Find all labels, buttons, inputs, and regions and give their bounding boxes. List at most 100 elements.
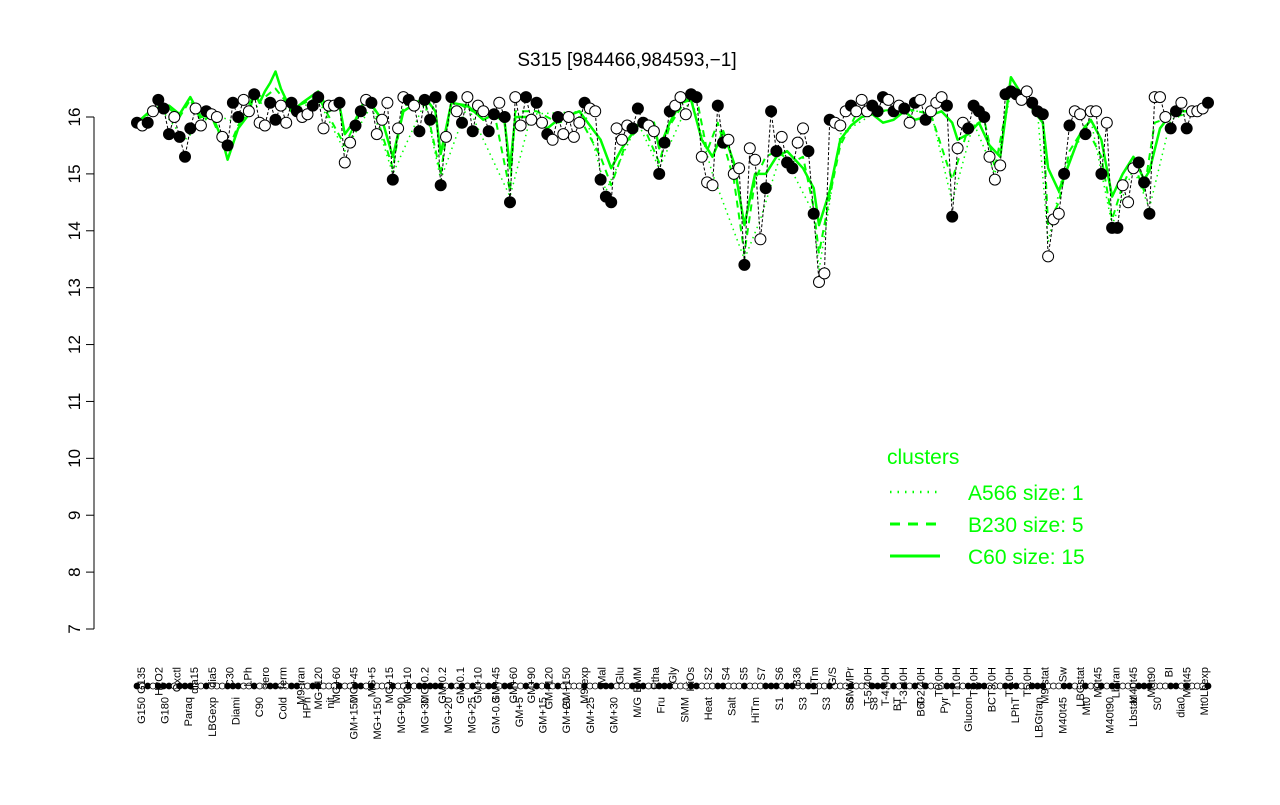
data-point <box>504 196 516 209</box>
x-tick-label: Cold <box>278 697 290 720</box>
data-point <box>189 102 202 115</box>
data-point <box>690 91 703 104</box>
data-point <box>493 96 506 109</box>
x-tick-label: dia5 <box>207 667 219 688</box>
data-point <box>1042 250 1055 263</box>
data-point <box>1111 221 1124 234</box>
data-point <box>551 111 564 123</box>
data-point <box>759 182 772 195</box>
data-point <box>1095 167 1108 180</box>
data-point <box>221 139 234 152</box>
data-point <box>274 99 287 112</box>
x-tick-label: Mt0 <box>1199 697 1211 715</box>
x-tick-label: MG+25 <box>467 697 479 733</box>
data-point <box>466 125 479 138</box>
x-tick-label: H2O2 <box>154 667 166 696</box>
x-tick-label: MG+5 <box>366 667 378 697</box>
x-tick-label: GM+25 <box>585 697 597 733</box>
x-tick-label: Lbtran <box>1110 667 1122 698</box>
legend: clusters A566 size: 1 B230 size: 5 C60 siz… <box>887 446 1085 569</box>
data-point <box>1026 96 1039 109</box>
x-tick-label: GM-0.3 <box>490 697 502 734</box>
x-tick-label: MG+15 <box>384 667 396 703</box>
data-point <box>791 136 804 149</box>
x-tick-label: S3 <box>797 697 809 710</box>
legend-entry: A566 size: 1 <box>968 482 1084 505</box>
x-tick-label: HiTm <box>750 697 762 723</box>
data-point <box>1138 176 1151 189</box>
x-tick-label: S6 <box>845 697 857 710</box>
data-point <box>615 133 628 146</box>
x-tick-label: M40t45 <box>1128 667 1140 704</box>
data-point <box>679 108 692 121</box>
legend-entry: B230 size: 5 <box>968 514 1084 537</box>
data-point <box>376 113 389 126</box>
data-point <box>152 93 165 106</box>
x-tick-label: GM+150 <box>349 697 361 740</box>
x-tick-label: G150 <box>136 697 148 724</box>
x-tick-label: LPhT <box>1010 697 1022 724</box>
data-point <box>626 122 639 135</box>
x-tick-label: MG+60 <box>331 667 343 703</box>
data-point <box>813 276 825 288</box>
data-point <box>365 96 378 109</box>
data-point <box>1100 116 1113 129</box>
x-tick-label: GM+30 <box>608 697 620 733</box>
data-point <box>210 111 223 123</box>
x-tick-label: Mt0 <box>1081 697 1093 715</box>
y-tick-label: 8 <box>65 567 84 576</box>
data-point <box>802 145 815 158</box>
data-point <box>562 111 575 123</box>
data-point <box>1116 179 1129 192</box>
data-point <box>333 96 346 109</box>
x-tick-label: Gly <box>668 667 680 684</box>
data-point <box>530 96 543 109</box>
data-point <box>962 122 975 135</box>
data-point <box>924 105 937 118</box>
x-tick-label: G135 <box>136 667 148 694</box>
x-tick-label: LoTm <box>809 667 821 695</box>
x-tick-label: Sw <box>1057 667 1069 682</box>
x-tick-label: Salt <box>727 697 739 716</box>
data-point <box>695 150 708 163</box>
data-point <box>301 108 314 121</box>
x-tick-label: HPh <box>301 697 313 718</box>
data-point <box>674 91 687 104</box>
data-point <box>749 153 762 166</box>
x-tick-label: GM+60 <box>508 667 520 703</box>
data-point <box>1036 108 1049 121</box>
x-tick-label: T5.0H <box>1022 667 1034 697</box>
data-point <box>988 173 1001 186</box>
x-tick-label: Diami <box>231 697 243 725</box>
data-point <box>834 119 847 132</box>
data-point <box>994 159 1007 172</box>
data-point <box>509 91 522 104</box>
x-tick-label: BT <box>892 697 904 711</box>
x-tick-label: nit <box>325 697 337 709</box>
x-tick-label: M9-tran <box>295 667 307 705</box>
data-point <box>424 113 437 126</box>
x-tick-label: S1 <box>774 697 786 710</box>
data-point <box>184 122 197 135</box>
legend-entry: C60 size: 15 <box>968 546 1085 569</box>
data-point <box>232 111 245 123</box>
data-point <box>1020 85 1033 98</box>
data-point <box>498 111 511 123</box>
data-point <box>940 99 953 112</box>
data-point <box>754 233 767 246</box>
x-tick-label: GM+5 <box>514 697 526 727</box>
x-tick-label: S8 <box>868 697 880 710</box>
x-tick-label: S6 <box>774 667 786 680</box>
data-point <box>589 105 602 118</box>
data-points <box>131 85 1214 288</box>
x-tick-label: M40t90 <box>1105 697 1117 734</box>
x-tick-label: aero <box>260 667 272 689</box>
data-point <box>456 116 468 129</box>
data-point <box>344 136 357 149</box>
data-point <box>807 207 820 220</box>
x-tick-label: LBGtran <box>1034 697 1046 738</box>
data-point <box>706 179 719 192</box>
data-point <box>237 93 250 106</box>
